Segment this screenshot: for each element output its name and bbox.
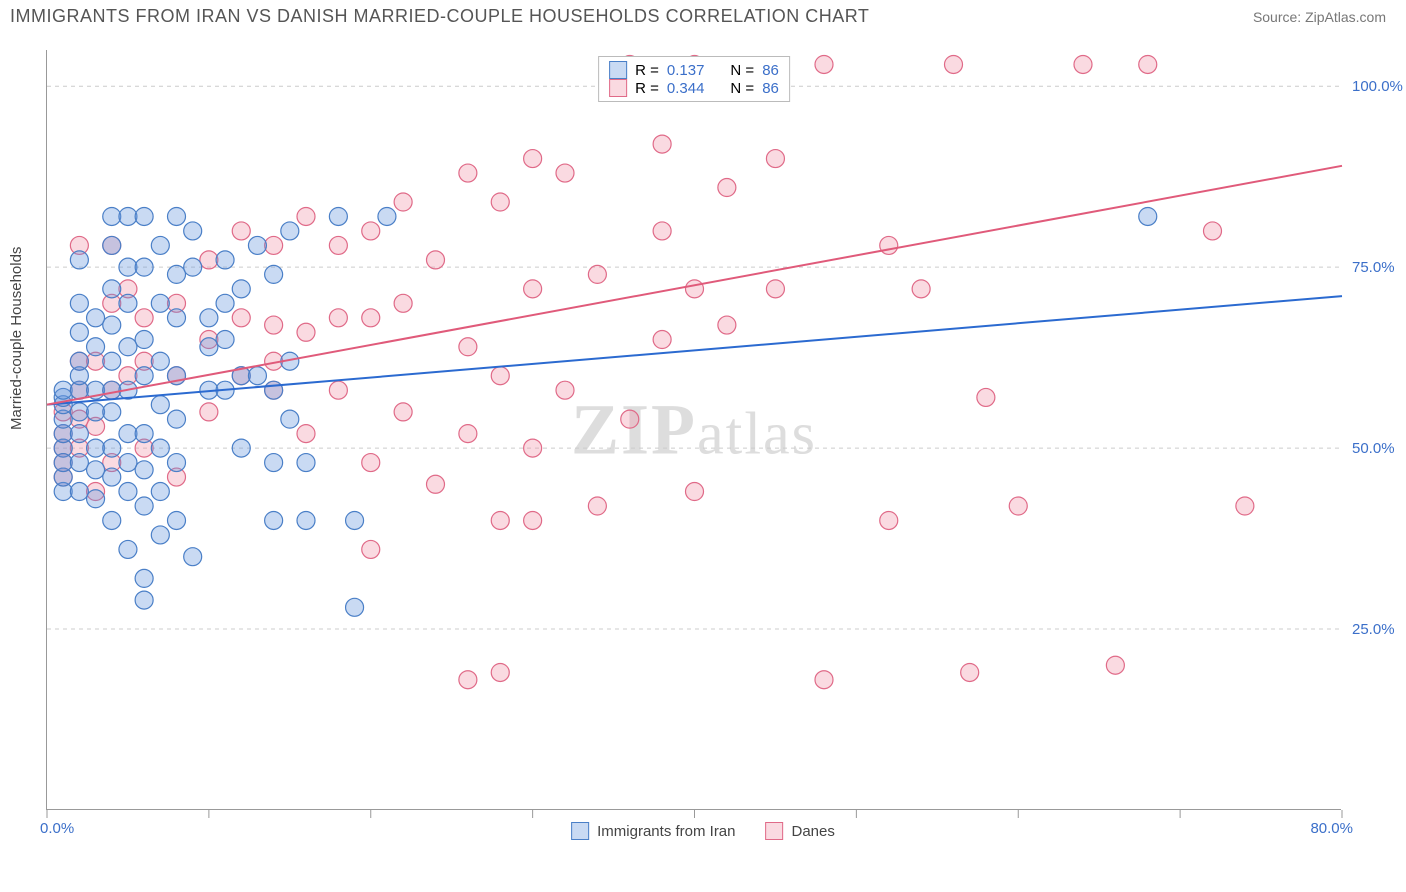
x-max-label: 80.0% (1310, 820, 1353, 837)
series-legend: Immigrants from Iran Danes (571, 822, 835, 840)
x-ticks (47, 810, 1342, 818)
svg-text:50.0%: 50.0% (1352, 440, 1395, 457)
x-min-label: 0.0% (40, 820, 74, 837)
svg-text:25.0%: 25.0% (1352, 621, 1395, 638)
correlation-row-pink: R = 0.344 N = 86 (609, 79, 779, 97)
legend-item-pink: Danes (766, 822, 835, 840)
r-value-blue: 0.137 (667, 62, 705, 79)
legend-item-blue: Immigrants from Iran (571, 822, 735, 840)
n-value-pink: 86 (762, 80, 779, 97)
legend-label-pink: Danes (792, 823, 835, 840)
chart-title: IMMIGRANTS FROM IRAN VS DANISH MARRIED-C… (10, 6, 869, 27)
swatch-pink-icon (609, 79, 627, 97)
r-value-pink: 0.344 (667, 80, 705, 97)
swatch-blue-icon (609, 61, 627, 79)
svg-text:75.0%: 75.0% (1352, 259, 1395, 276)
chart-header: IMMIGRANTS FROM IRAN VS DANISH MARRIED-C… (0, 0, 1406, 33)
swatch-pink-icon (766, 822, 784, 840)
gridlines (47, 86, 1342, 629)
n-value-blue: 86 (762, 62, 779, 79)
chart-source: Source: ZipAtlas.com (1253, 9, 1386, 25)
y-tick-labels: 25.0% 50.0% 75.0% 100.0% (1352, 78, 1403, 638)
y-axis-label: Married-couple Households (8, 247, 25, 430)
correlation-row-blue: R = 0.137 N = 86 (609, 61, 779, 79)
legend-label-blue: Immigrants from Iran (597, 823, 735, 840)
scatter-points-blue (54, 207, 1157, 616)
correlation-legend: R = 0.137 N = 86 R = 0.344 N = 86 (598, 56, 790, 102)
plot-area: ZIPatlas R = 0.137 N = 86 R = 0.344 N = … (46, 50, 1341, 810)
scatter-svg: 25.0%50.0%75.0%100.0% (47, 50, 1341, 809)
swatch-blue-icon (571, 822, 589, 840)
svg-text:100.0%: 100.0% (1352, 78, 1403, 95)
